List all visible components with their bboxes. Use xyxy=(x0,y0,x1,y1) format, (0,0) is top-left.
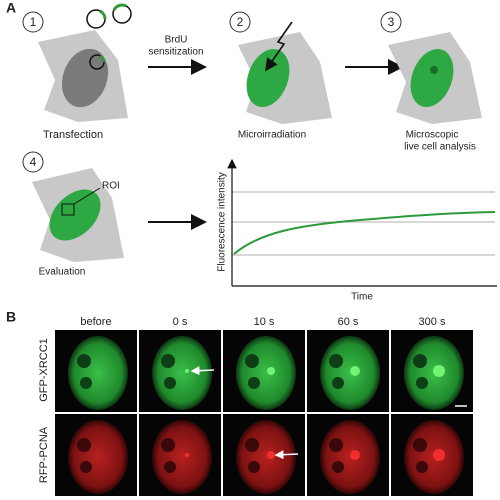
step-circle xyxy=(22,151,44,173)
pointer-arrow xyxy=(274,450,299,460)
nucleolus xyxy=(80,461,92,473)
x-axis-label: Time xyxy=(351,292,373,303)
damage-spot xyxy=(185,453,189,457)
nucleolus xyxy=(248,377,260,389)
damage-spot xyxy=(267,451,275,459)
nucleus xyxy=(68,420,128,494)
nucleolus xyxy=(245,438,259,452)
nucleus xyxy=(246,48,290,108)
damage-spot xyxy=(350,366,360,376)
arrow-label: BrdU xyxy=(165,35,188,46)
nucleus xyxy=(236,336,296,410)
schematic-graph xyxy=(227,158,497,287)
step-circle xyxy=(380,11,402,33)
laser xyxy=(265,21,293,72)
step-caption: Microscopic xyxy=(406,130,459,141)
row-label: RFP-PCNA xyxy=(38,426,50,483)
nucleus xyxy=(61,48,109,108)
column-header: 0 s xyxy=(173,316,188,328)
nucleolus xyxy=(329,438,343,452)
nucleolus xyxy=(161,354,175,368)
row-label: GFP-XRCC1 xyxy=(38,338,50,402)
step-number: 2 xyxy=(237,15,244,29)
nucleolus xyxy=(416,377,428,389)
nucleolus xyxy=(413,438,427,452)
step-number: 1 xyxy=(30,15,37,29)
step-circle xyxy=(229,11,251,33)
nucleolus xyxy=(332,377,344,389)
nucleolus xyxy=(248,461,260,473)
column-header: before xyxy=(80,316,111,328)
nucleolus xyxy=(161,438,175,452)
column-header: 10 s xyxy=(254,316,275,328)
nucleus xyxy=(49,189,101,241)
damage-spot xyxy=(267,367,275,375)
nucleolus xyxy=(164,377,176,389)
nucleus xyxy=(320,336,380,410)
nucleolus xyxy=(413,354,427,368)
arrow-label: sensitization xyxy=(148,47,203,58)
spot xyxy=(430,66,438,74)
nucleolus xyxy=(77,438,91,452)
nucleolus xyxy=(332,461,344,473)
step-caption: Evaluation xyxy=(39,267,86,278)
nucleolus xyxy=(416,461,428,473)
step-caption: Microirradiation xyxy=(238,130,306,141)
step-number: 3 xyxy=(388,15,395,29)
panel-label: A xyxy=(6,0,16,16)
panel-label: B xyxy=(6,309,16,325)
roi-label: ROI xyxy=(102,181,120,192)
column-header: 300 s xyxy=(419,316,446,328)
nucleolus xyxy=(245,354,259,368)
roi-leader xyxy=(73,187,101,205)
step-caption: live cell analysis xyxy=(404,142,476,153)
step-caption: Transfection xyxy=(43,129,103,141)
damage-spot xyxy=(185,369,189,373)
nucleus xyxy=(68,336,128,410)
nucleolus xyxy=(329,354,343,368)
nucleus xyxy=(410,48,454,108)
step-circle xyxy=(22,11,44,33)
pointer-arrow xyxy=(190,366,215,376)
damage-spot xyxy=(350,450,360,460)
damage-spot xyxy=(433,449,445,461)
nucleus xyxy=(320,420,380,494)
nucleolus xyxy=(77,354,91,368)
nucleolus xyxy=(164,461,176,473)
column-header: 60 s xyxy=(338,316,359,328)
nucleus xyxy=(152,420,212,494)
y-axis-label: Fluorescence intensity xyxy=(217,172,228,272)
step-number: 4 xyxy=(30,155,37,169)
nucleus xyxy=(152,336,212,410)
nucleolus xyxy=(80,377,92,389)
roi-box xyxy=(61,203,75,216)
nucleus xyxy=(236,420,296,494)
damage-spot xyxy=(433,365,445,377)
